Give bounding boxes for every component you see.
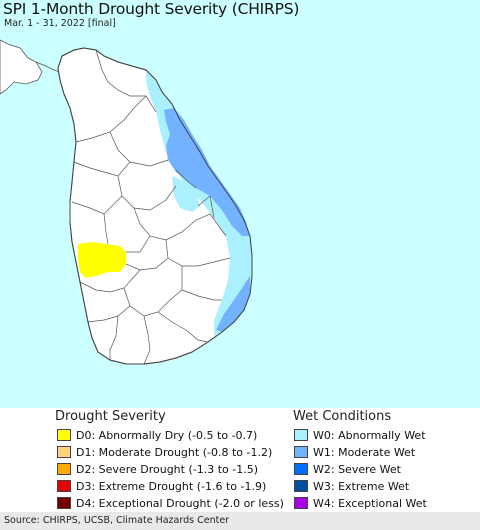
- swatch-d2: [57, 463, 71, 475]
- legend-label-d4: D4: Exceptional Drought (-2.0 or less): [76, 496, 284, 510]
- legend-label-w4: W4: Exceptional Wet: [313, 496, 427, 510]
- legend-item-w0: W0: Abnormally Wet: [294, 428, 426, 442]
- india-coast: [0, 39, 43, 95]
- swatch-w0: [294, 429, 308, 441]
- legend-item-d0: D0: Abnormally Dry (-0.5 to -0.7): [57, 428, 257, 442]
- legend-label-w0: W0: Abnormally Wet: [313, 428, 426, 442]
- swatch-d0: [57, 429, 71, 441]
- adams-bridge: [35, 61, 61, 73]
- sri-lanka-coastline: [57, 47, 253, 365]
- legend-item-w1: W1: Moderate Wet: [294, 445, 415, 459]
- wet-legend-title: Wet Conditions: [293, 409, 392, 424]
- legend-item-d1: D1: Moderate Drought (-0.8 to -1.2): [57, 445, 272, 459]
- legend-item-w2: W2: Severe Wet: [294, 462, 401, 476]
- map-subtitle: Mar. 1 - 31, 2022 [final]: [4, 18, 116, 29]
- legend-label-w2: W2: Severe Wet: [313, 462, 401, 476]
- wet-zone-w0-inland: [172, 176, 200, 212]
- legend-item-w4: W4: Exceptional Wet: [294, 496, 427, 510]
- swatch-d1: [57, 446, 71, 458]
- drought-legend-title: Drought Severity: [55, 409, 166, 424]
- wet-zone-w1-trinco: [164, 108, 250, 236]
- legend-label-d1: D1: Moderate Drought (-0.8 to -1.2): [76, 445, 273, 459]
- legend-item-d2: D2: Severe Drought (-1.3 to -1.5): [57, 462, 258, 476]
- district-boundaries: [71, 49, 231, 365]
- source-bar: Source: CHIRPS, UCSB, Climate Hazards Ce…: [0, 512, 480, 530]
- legend-label-w3: W3: Extreme Wet: [313, 479, 410, 493]
- swatch-w3: [294, 480, 308, 492]
- legend-item-d4: D4: Exceptional Drought (-2.0 or less): [57, 496, 284, 510]
- legend-label-d0: D0: Abnormally Dry (-0.5 to -0.7): [76, 428, 258, 442]
- legend-label-d3: D3: Extreme Drought (-1.6 to -1.9): [76, 479, 267, 493]
- legend-item-d3: D3: Extreme Drought (-1.6 to -1.9): [57, 479, 266, 493]
- source-credit: Source: CHIRPS, UCSB, Climate Hazards Ce…: [4, 515, 230, 526]
- wet-zone-w1-southeast: [216, 276, 250, 332]
- drought-zone-d0-west: [78, 242, 126, 278]
- swatch-w2: [294, 463, 308, 475]
- swatch-d3: [57, 480, 71, 492]
- swatch-d4: [57, 497, 71, 509]
- swatch-w4: [294, 497, 308, 509]
- drought-map: [0, 0, 480, 408]
- legend-item-w3: W3: Extreme Wet: [294, 479, 409, 493]
- legend-label-w1: W1: Moderate Wet: [313, 445, 416, 459]
- swatch-w1: [294, 446, 308, 458]
- legend-label-d2: D2: Severe Drought (-1.3 to -1.5): [76, 462, 259, 476]
- map-title: SPI 1-Month Drought Severity (CHIRPS): [3, 0, 300, 18]
